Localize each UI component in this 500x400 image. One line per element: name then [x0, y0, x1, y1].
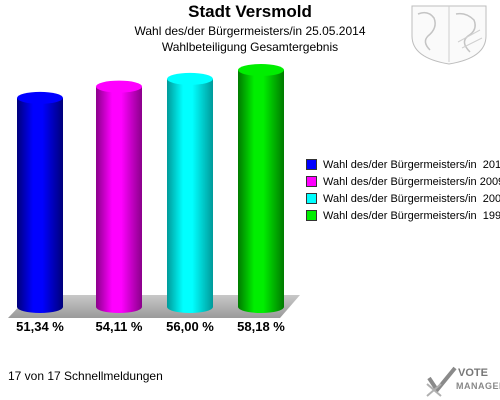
value-label-2004: 56,00 %: [166, 319, 214, 334]
bar-cap-2009: [96, 80, 142, 93]
legend-item-1999: Wahl des/der Bürgermeisters/in 1999: [306, 207, 500, 224]
legend-swatch-2004: [306, 193, 317, 204]
value-label-2014: 51,34 %: [16, 319, 64, 334]
coat-of-arms-icon: [411, 5, 487, 65]
legend-label-2014: Wahl des/der Bürgermeisters/in 2014: [323, 158, 500, 171]
footer-status: 17 von 17 Schnellmeldungen: [8, 369, 163, 383]
legend-label-2004: Wahl des/der Bürgermeisters/in 2004: [323, 192, 500, 205]
bar-2004: [167, 78, 213, 313]
value-label-2009: 54,11 %: [96, 319, 143, 334]
legend-item-2004: Wahl des/der Bürgermeisters/in 2004: [306, 190, 500, 207]
chart-floor: [8, 295, 300, 318]
logo-text-vote: VOTE: [458, 367, 488, 379]
bar-2009: [96, 86, 142, 313]
legend-label-2009: Wahl des/der Bürgermeisters/in 2009: [323, 175, 500, 188]
bar-cap-1999: [238, 64, 284, 76]
bar-cap-2014: [17, 91, 63, 104]
value-label-1999: 58,18 %: [237, 319, 285, 334]
legend-swatch-2009: [306, 176, 317, 187]
logo-text-manager: MANAGER: [456, 381, 500, 391]
legend-swatch-1999: [306, 210, 317, 221]
legend-label-1999: Wahl des/der Bürgermeisters/in 1999: [323, 209, 500, 222]
bar-cap-2004: [167, 72, 213, 85]
chart-legend: Wahl des/der Bürgermeisters/in 2014 Wahl…: [306, 156, 500, 224]
bar-1999: [238, 70, 284, 313]
legend-swatch-2014: [306, 159, 317, 170]
legend-item-2014: Wahl des/der Bürgermeisters/in 2014: [306, 156, 500, 173]
vote-manager-logo-icon: [426, 366, 457, 397]
legend-item-2009: Wahl des/der Bürgermeisters/in 2009: [306, 173, 500, 190]
chart-subtitle-turnout: Wahlbeteiligung Gesamtergebnis: [161, 40, 339, 54]
chart-subtitle-election: Wahl des/der Bürgermeisters/in 25.05.201…: [134, 24, 366, 38]
chart-title: Stadt Versmold: [188, 2, 312, 21]
bar-2014: [17, 97, 63, 313]
